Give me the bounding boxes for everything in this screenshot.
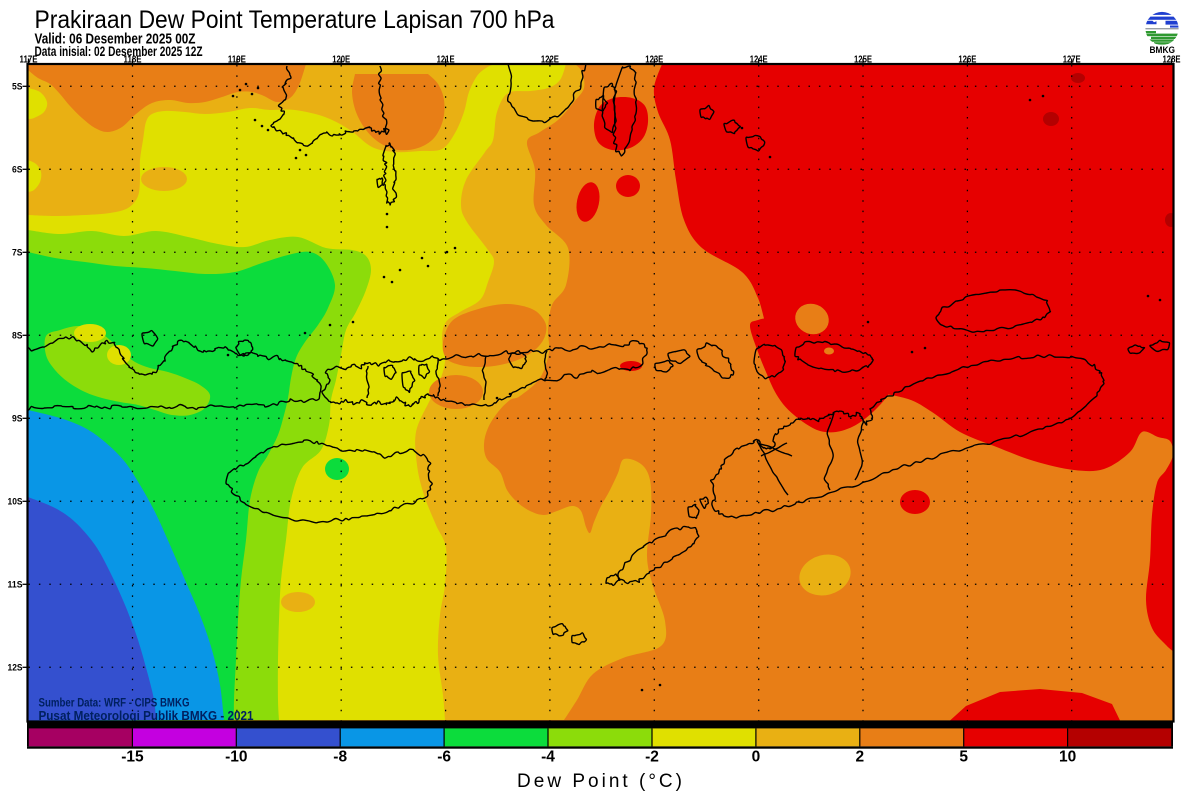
svg-text:BMKG: BMKG <box>1150 45 1176 56</box>
svg-text:117E: 117E <box>20 55 38 66</box>
svg-text:123E: 123E <box>645 55 663 66</box>
svg-text:124E: 124E <box>750 55 768 66</box>
svg-text:126E: 126E <box>958 55 976 66</box>
svg-text:-4: -4 <box>541 749 555 766</box>
svg-text:118E: 118E <box>124 55 142 66</box>
svg-text:8S: 8S <box>12 330 23 341</box>
svg-text:-2: -2 <box>645 749 659 766</box>
svg-text:-10: -10 <box>225 749 247 766</box>
svg-text:-6: -6 <box>437 749 451 766</box>
svg-text:Valid: 06 Desember 2025 00Z: Valid: 06 Desember 2025 00Z <box>35 31 196 48</box>
svg-text:7S: 7S <box>12 247 23 258</box>
svg-text:125E: 125E <box>854 55 872 66</box>
svg-text:0: 0 <box>752 749 761 766</box>
svg-text:127E: 127E <box>1063 55 1081 66</box>
svg-text:Pusat Meteorologi Publik BMKG: Pusat Meteorologi Publik BMKG - 2021 <box>39 708 254 723</box>
svg-text:Prakiraan Dew Point Temperatur: Prakiraan Dew Point Temperature Lapisan … <box>35 6 555 34</box>
svg-text:Data inisial: 02 Desember 2025: Data inisial: 02 Desember 2025 12Z <box>35 44 203 59</box>
svg-text:10S: 10S <box>8 496 23 507</box>
svg-text:9S: 9S <box>12 413 23 424</box>
svg-text:-8: -8 <box>333 749 347 766</box>
svg-text:122E: 122E <box>541 55 559 66</box>
svg-text:10: 10 <box>1059 749 1076 766</box>
svg-text:11S: 11S <box>8 579 23 590</box>
svg-text:Sumber Data: WRF - CIPS BMKG: Sumber Data: WRF - CIPS BMKG <box>39 696 190 710</box>
svg-text:6S: 6S <box>12 164 23 175</box>
svg-text:5S: 5S <box>12 81 23 92</box>
svg-text:-15: -15 <box>121 749 144 766</box>
svg-text:12S: 12S <box>8 662 23 673</box>
svg-text:5: 5 <box>959 749 968 766</box>
svg-text:119E: 119E <box>228 55 246 66</box>
svg-text:128E: 128E <box>1163 55 1181 66</box>
svg-text:121E: 121E <box>437 55 455 66</box>
svg-text:120E: 120E <box>332 55 350 66</box>
svg-text:2: 2 <box>855 749 864 766</box>
